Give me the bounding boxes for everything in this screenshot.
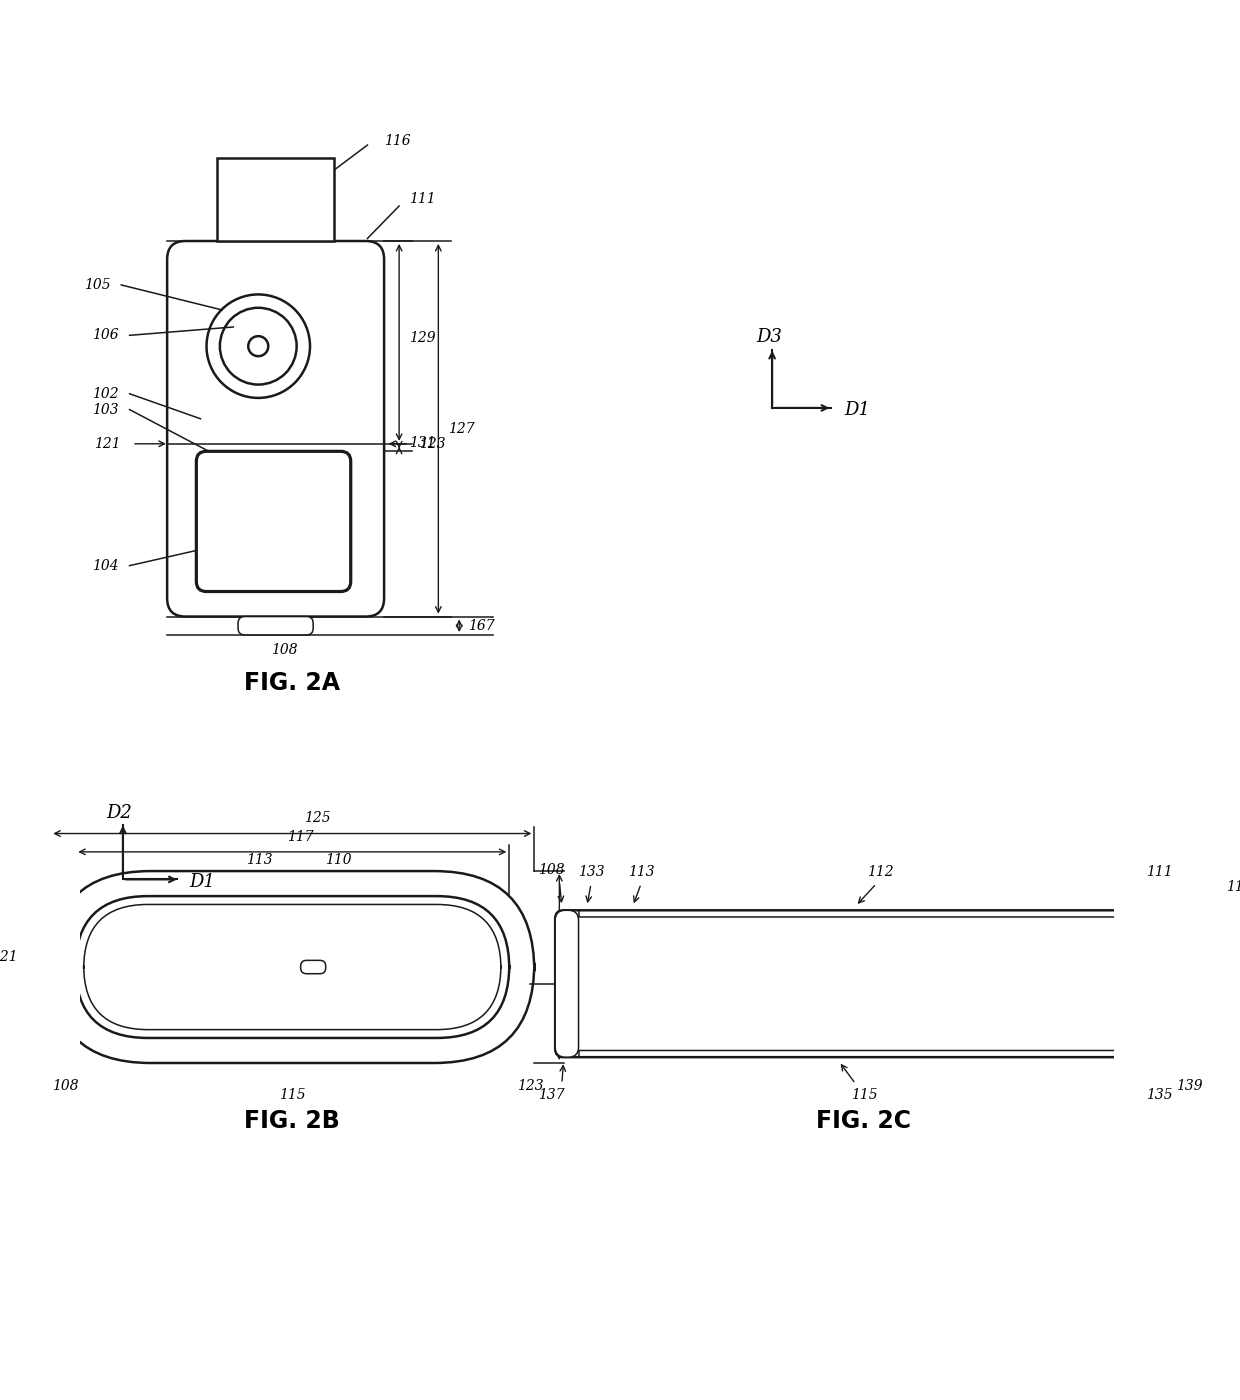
Text: 139: 139 xyxy=(1176,1079,1203,1093)
Text: 117: 117 xyxy=(288,830,314,844)
Text: 125: 125 xyxy=(304,812,331,826)
Text: 116: 116 xyxy=(384,134,410,148)
Text: 112: 112 xyxy=(867,865,894,879)
Text: 105: 105 xyxy=(84,279,110,293)
Text: 118: 118 xyxy=(1226,881,1240,895)
Text: D1: D1 xyxy=(190,874,216,890)
Text: 115: 115 xyxy=(279,1088,305,1102)
Text: 121: 121 xyxy=(0,951,17,965)
Text: 113: 113 xyxy=(627,865,655,879)
Bar xyxy=(217,158,334,241)
FancyBboxPatch shape xyxy=(556,910,1173,1057)
FancyBboxPatch shape xyxy=(51,871,534,1063)
Text: 113: 113 xyxy=(246,853,273,867)
FancyBboxPatch shape xyxy=(167,241,384,616)
Text: 106: 106 xyxy=(92,329,119,343)
Text: FIG. 2A: FIG. 2A xyxy=(244,672,340,696)
Text: 108: 108 xyxy=(270,643,298,657)
Text: 131: 131 xyxy=(409,437,435,451)
Text: 135: 135 xyxy=(1146,1088,1173,1102)
FancyBboxPatch shape xyxy=(196,451,351,592)
Text: FIG. 2C: FIG. 2C xyxy=(816,1109,911,1134)
Text: 111: 111 xyxy=(1146,865,1173,879)
FancyBboxPatch shape xyxy=(562,917,1166,1050)
FancyBboxPatch shape xyxy=(300,960,326,974)
Text: 123: 123 xyxy=(419,437,445,451)
FancyBboxPatch shape xyxy=(76,896,510,1037)
Text: 119: 119 xyxy=(564,953,591,967)
Text: 127: 127 xyxy=(449,421,475,435)
Text: 123: 123 xyxy=(517,1079,543,1093)
FancyBboxPatch shape xyxy=(83,904,501,1029)
Text: 133: 133 xyxy=(578,865,604,879)
Text: 137: 137 xyxy=(538,1088,564,1102)
Text: D2: D2 xyxy=(107,804,133,822)
Text: FIG. 2B: FIG. 2B xyxy=(244,1109,340,1134)
Text: 110: 110 xyxy=(325,853,351,867)
Text: D1: D1 xyxy=(844,400,869,419)
Text: 108: 108 xyxy=(52,1079,78,1093)
Text: 103: 103 xyxy=(92,403,119,417)
FancyBboxPatch shape xyxy=(556,910,579,1057)
Text: 121: 121 xyxy=(94,437,120,451)
FancyBboxPatch shape xyxy=(238,616,314,636)
Text: 108: 108 xyxy=(538,864,564,878)
Text: 167: 167 xyxy=(467,619,495,633)
FancyBboxPatch shape xyxy=(1149,910,1173,1057)
Text: 104: 104 xyxy=(92,559,119,573)
Text: D3: D3 xyxy=(756,328,781,346)
Text: 129: 129 xyxy=(409,332,435,346)
FancyBboxPatch shape xyxy=(1173,972,1210,997)
Text: 115: 115 xyxy=(851,1088,877,1102)
Text: 111: 111 xyxy=(409,192,435,206)
Text: 102: 102 xyxy=(92,386,119,400)
